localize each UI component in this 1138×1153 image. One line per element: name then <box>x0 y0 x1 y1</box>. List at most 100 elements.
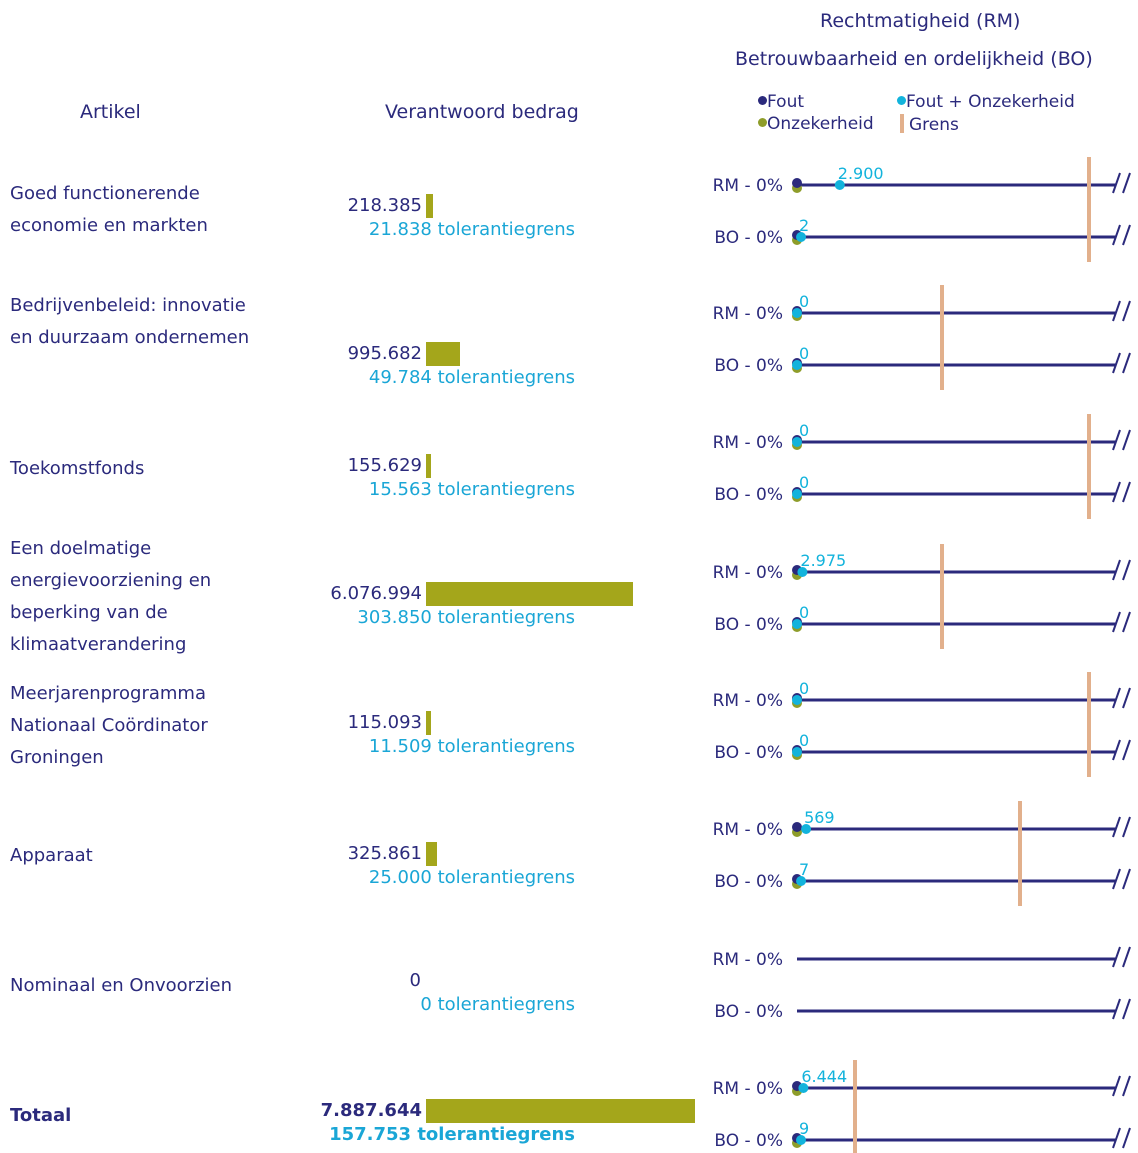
axis-break-icon <box>1122 172 1131 194</box>
amount-bar <box>426 454 432 478</box>
grens-marker <box>1018 801 1022 906</box>
axis-break-icon <box>1122 816 1131 838</box>
tolerance-label: 303.850 tolerantiegrens <box>357 607 575 628</box>
axis-break-icon <box>1122 1075 1131 1097</box>
axis-break-icon <box>1122 998 1131 1020</box>
axis-break-icon <box>1122 739 1131 761</box>
amount-label: 325.861 <box>347 843 422 864</box>
tolerance-label: 11.509 tolerantiegrens <box>368 736 575 757</box>
axis-break-icon <box>1112 868 1121 890</box>
grens-marker <box>1087 157 1091 262</box>
axis-break-icon <box>1122 224 1131 246</box>
fout-onzekerheid-value: 0 <box>799 292 809 311</box>
fout-dot <box>792 178 802 188</box>
fout-onzekerheid-value: 0 <box>799 679 809 698</box>
fout-onzekerheid-dot <box>797 567 808 577</box>
axis-break-icon <box>1112 352 1121 374</box>
fout-onzekerheid-value: 2 <box>799 216 809 235</box>
axis-break-icon <box>1112 481 1121 503</box>
amount-bar <box>426 842 438 866</box>
artikel-label: Toekomstfonds <box>10 458 145 479</box>
fout-onzekerheid-value: 0 <box>799 473 809 492</box>
artikel-label: Goed functionerende economie en markten <box>10 183 208 236</box>
axis-break-icon <box>1112 1075 1121 1097</box>
axis-break-icon <box>1112 300 1121 322</box>
fout-onzekerheid-dot <box>834 180 845 190</box>
axis-break-icon <box>1112 611 1121 633</box>
tolerance-label: 21.838 tolerantiegrens <box>368 219 575 240</box>
legend-item-onzekerheid: Onzekerheid <box>758 114 874 134</box>
rm-row-label: RM - 0% <box>713 176 783 196</box>
fout-onzekerheid-dot <box>796 876 807 886</box>
axis-break-icon <box>1112 429 1121 451</box>
amount-bar <box>426 1099 695 1123</box>
fout-onzekerheid-value: 0 <box>799 731 809 750</box>
axis-break-icon <box>1112 946 1121 968</box>
axis-break-icon <box>1112 224 1121 246</box>
axis-break-icon <box>1112 816 1121 838</box>
rm-row-label: RM - 0% <box>713 1079 783 1099</box>
bo-row-label: BO - 0% <box>714 485 783 505</box>
fout-onzekerheid-dot <box>792 619 802 629</box>
grens-marker <box>1087 672 1091 777</box>
grens-bar-icon <box>900 114 904 133</box>
bo-row-label: BO - 0% <box>714 615 783 635</box>
rm-row-label: RM - 0% <box>713 950 783 970</box>
axis-break-icon <box>1122 429 1131 451</box>
amount-bar <box>426 711 431 735</box>
fout-onzekerheid-dot <box>792 308 802 318</box>
bo-row-label: BO - 0% <box>714 228 783 248</box>
grens-marker <box>940 285 944 390</box>
bo-row-label: BO - 0% <box>714 743 783 763</box>
title-bo: Betrouwbaarheid en ordelijkheid (BO) <box>735 48 1093 70</box>
fout-dot <box>792 822 802 832</box>
axis-break-icon <box>1112 1127 1121 1149</box>
bo-row-label: BO - 0% <box>714 872 783 892</box>
legend-label-onzekerheid: Onzekerheid <box>767 114 874 134</box>
fout-onzekerheid-dot-icon <box>897 96 906 105</box>
onzekerheid-dot-icon <box>758 118 767 127</box>
amount-bar <box>426 582 633 606</box>
fout-onzekerheid-dot <box>792 360 802 370</box>
bo-row-label: BO - 0% <box>714 356 783 376</box>
fout-onzekerheid-dot <box>792 437 802 447</box>
rm-row-label: RM - 0% <box>713 820 783 840</box>
fout-onzekerheid-value: 0 <box>799 344 809 363</box>
legend-label-fout: Fout <box>767 92 805 112</box>
legend-item-fout: Fout <box>758 92 804 112</box>
fout-onzekerheid-value: 2.975 <box>800 551 846 570</box>
axis-break-icon <box>1122 352 1131 374</box>
legend-item-fout-onzekerheid: Fout + Onzekerheid <box>897 92 1075 112</box>
fout-onzekerheid-dot <box>796 232 807 242</box>
rm-row-label: RM - 0% <box>713 563 783 583</box>
bo-row-label: BO - 0% <box>714 1131 783 1151</box>
fout-onzekerheid-dot <box>801 824 812 834</box>
amount-label: 155.629 <box>347 455 422 476</box>
amount-label: 6.076.994 <box>330 583 422 604</box>
title-rm: Rechtmatigheid (RM) <box>820 10 1021 32</box>
rm-row-label: RM - 0% <box>713 304 783 324</box>
tolerance-label: 15.563 tolerantiegrens <box>368 479 575 500</box>
grens-marker <box>940 544 944 649</box>
artikel-label: Apparaat <box>10 845 93 866</box>
axis-break-icon <box>1122 687 1131 709</box>
fout-onzekerheid-value: 6.444 <box>801 1067 847 1086</box>
axis-break-icon <box>1122 481 1131 503</box>
fout-onzekerheid-dot <box>796 1135 807 1145</box>
fout-onzekerheid-value: 9 <box>799 1119 809 1138</box>
column-header-bedrag: Verantwoord bedrag <box>385 101 579 123</box>
fout-onzekerheid-value: 2.900 <box>838 164 884 183</box>
tolerance-label: 157.753 tolerantiegrens <box>329 1124 575 1145</box>
axis-break-icon <box>1112 559 1121 581</box>
axis-break-icon <box>1112 172 1121 194</box>
column-header-artikel: Artikel <box>80 101 141 123</box>
legend-item-grens: Grens <box>900 114 959 136</box>
fout-onzekerheid-value: 7 <box>799 860 809 879</box>
grens-marker <box>853 1060 857 1153</box>
tolerance-label: 0 tolerantiegrens <box>420 994 575 1015</box>
legend-label-fout-onzekerheid: Fout + Onzekerheid <box>906 92 1075 112</box>
axis-break-icon <box>1122 559 1131 581</box>
fout-onzekerheid-value: 0 <box>799 421 809 440</box>
axis-break-icon <box>1112 687 1121 709</box>
